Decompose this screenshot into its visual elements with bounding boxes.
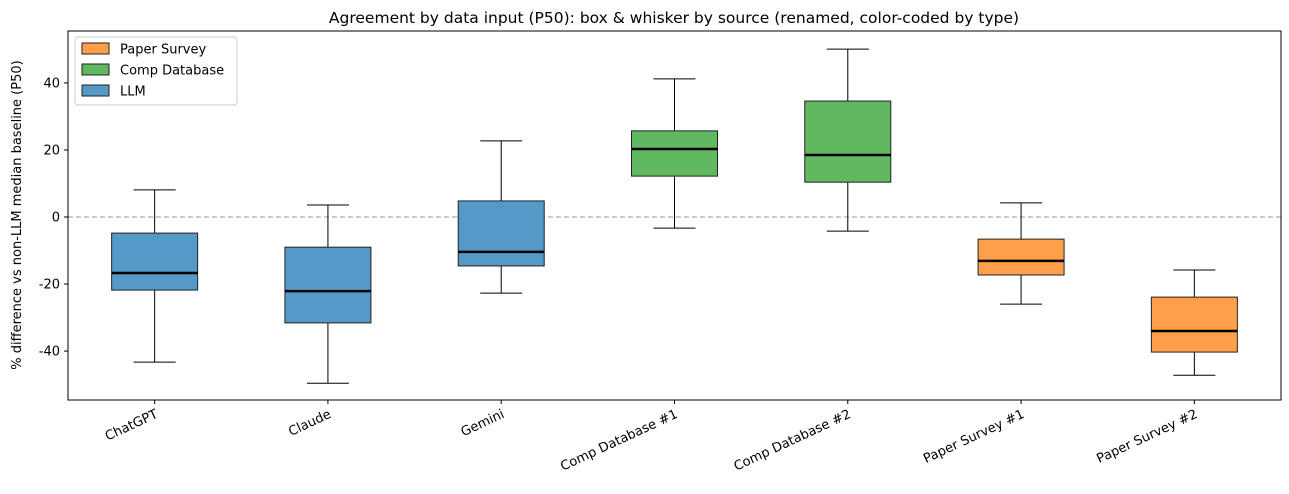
legend-frame <box>74 36 238 106</box>
box-chatgpt <box>111 232 199 291</box>
x-tick-label: Paper Survey #2 <box>1094 407 1200 467</box>
plot-frame <box>67 30 1282 401</box>
y-axis-label: % difference vs non-LLM median baseline … <box>10 60 25 369</box>
legend-swatch <box>81 84 110 97</box>
chart-title: Agreement by data input (P50): box & whi… <box>329 9 1019 27</box>
box-paper-survey-1 <box>977 238 1065 276</box>
box-claude <box>284 246 372 324</box>
legend: Paper Survey Comp Database LLM <box>74 36 238 106</box>
legend-label: Paper Survey <box>120 43 206 58</box>
legend-label: LLM <box>120 85 146 100</box>
x-tick-label: Gemini <box>459 407 507 440</box>
box-gemini <box>457 200 545 267</box>
x-tick-label: ChatGPT <box>103 407 160 444</box>
x-tick-label: Comp Database #2 <box>732 407 854 474</box>
x-tick-label: Claude <box>286 407 333 440</box>
legend-swatch <box>81 42 110 55</box>
legend-swatch <box>81 63 110 76</box>
x-tick-label: Paper Survey #1 <box>921 407 1027 467</box>
y-tick-label: 20 <box>43 143 60 158</box>
y-tick-label: 0 <box>52 211 60 226</box>
x-tick-label: Comp Database #1 <box>558 407 680 474</box>
y-tick-label: -40 <box>39 345 60 360</box>
box-comp-database-2 <box>804 100 892 183</box>
y-tick-label: 40 <box>43 76 60 91</box>
box-paper-survey-2 <box>1150 296 1238 353</box>
legend-label: Comp Database <box>120 64 224 79</box>
box-comp-database-1 <box>631 130 718 177</box>
y-tick-label: -20 <box>39 278 60 293</box>
